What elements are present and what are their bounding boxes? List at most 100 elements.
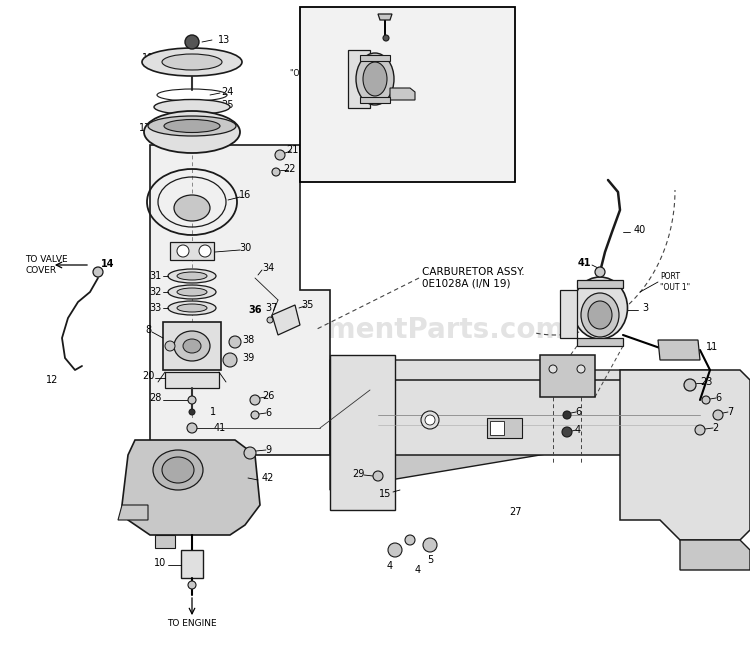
Circle shape xyxy=(177,245,189,257)
Polygon shape xyxy=(360,97,390,103)
Circle shape xyxy=(595,267,605,277)
Text: 31: 31 xyxy=(148,271,161,281)
Text: 41: 41 xyxy=(408,33,422,43)
Circle shape xyxy=(272,168,280,176)
Text: 11: 11 xyxy=(425,85,437,95)
Circle shape xyxy=(423,538,437,552)
Circle shape xyxy=(275,150,285,160)
Text: 41: 41 xyxy=(578,258,591,268)
Text: 38: 38 xyxy=(242,335,254,345)
Circle shape xyxy=(577,365,585,373)
Bar xyxy=(181,550,203,578)
Polygon shape xyxy=(378,14,392,20)
Ellipse shape xyxy=(572,277,628,339)
Polygon shape xyxy=(390,88,415,100)
Text: 30: 30 xyxy=(238,243,251,253)
Ellipse shape xyxy=(164,119,220,132)
Polygon shape xyxy=(620,370,750,540)
Circle shape xyxy=(185,35,199,49)
Text: 14: 14 xyxy=(101,259,115,269)
Text: 15: 15 xyxy=(379,489,392,499)
Text: 9: 9 xyxy=(265,445,271,455)
Text: 6: 6 xyxy=(715,393,721,403)
Polygon shape xyxy=(330,355,395,510)
Polygon shape xyxy=(348,50,370,108)
Text: 24: 24 xyxy=(220,87,233,97)
Ellipse shape xyxy=(174,195,210,221)
Text: 3: 3 xyxy=(410,67,416,77)
Text: PORT
"OUT 1": PORT "OUT 1" xyxy=(660,272,690,292)
Polygon shape xyxy=(577,338,623,346)
Text: 28: 28 xyxy=(148,393,161,403)
Text: 33: 33 xyxy=(148,303,161,313)
Circle shape xyxy=(93,267,103,277)
Text: 18: 18 xyxy=(142,53,154,63)
Polygon shape xyxy=(155,535,175,548)
Text: 4: 4 xyxy=(575,425,581,435)
Ellipse shape xyxy=(162,54,222,70)
Text: 27: 27 xyxy=(509,507,521,517)
Ellipse shape xyxy=(162,457,194,483)
Text: 20: 20 xyxy=(142,371,154,381)
Text: 36: 36 xyxy=(248,305,262,315)
Polygon shape xyxy=(330,390,570,490)
Ellipse shape xyxy=(183,339,201,353)
Ellipse shape xyxy=(174,331,210,361)
Ellipse shape xyxy=(144,111,240,153)
Circle shape xyxy=(388,543,402,557)
Circle shape xyxy=(189,409,195,415)
Ellipse shape xyxy=(168,301,216,315)
Ellipse shape xyxy=(581,293,619,337)
Bar xyxy=(170,242,214,260)
Circle shape xyxy=(421,411,439,429)
Text: 37: 37 xyxy=(266,303,278,313)
Text: 4: 4 xyxy=(387,561,393,571)
Polygon shape xyxy=(118,505,148,520)
Ellipse shape xyxy=(168,269,216,283)
Ellipse shape xyxy=(177,272,207,280)
Text: 6: 6 xyxy=(575,407,581,417)
Text: 17: 17 xyxy=(139,123,152,133)
Polygon shape xyxy=(330,360,710,410)
Text: 12: 12 xyxy=(46,375,58,385)
Text: TO VALVE
COVER: TO VALVE COVER xyxy=(25,255,68,275)
Polygon shape xyxy=(122,440,260,535)
Circle shape xyxy=(229,336,241,348)
Text: 10: 10 xyxy=(154,558,166,568)
Circle shape xyxy=(188,396,196,404)
Text: 25: 25 xyxy=(220,100,233,110)
Ellipse shape xyxy=(177,288,207,296)
Text: 34: 34 xyxy=(262,263,274,273)
Ellipse shape xyxy=(356,53,394,105)
Circle shape xyxy=(702,396,710,404)
Text: 1: 1 xyxy=(552,358,558,368)
Text: 5: 5 xyxy=(427,555,433,565)
Ellipse shape xyxy=(153,450,203,490)
Ellipse shape xyxy=(588,301,612,329)
Circle shape xyxy=(267,317,273,323)
Text: L.P. VAPOR
CONVERSION: L.P. VAPOR CONVERSION xyxy=(368,134,446,162)
Circle shape xyxy=(405,535,415,545)
Ellipse shape xyxy=(177,304,207,312)
Circle shape xyxy=(695,425,705,435)
Circle shape xyxy=(244,447,256,459)
Text: 41: 41 xyxy=(214,423,226,433)
Text: eReplacementParts.com: eReplacementParts.com xyxy=(184,316,566,344)
Text: 8: 8 xyxy=(145,325,151,335)
Bar xyxy=(165,372,219,388)
Circle shape xyxy=(373,471,383,481)
Text: 40: 40 xyxy=(634,225,646,235)
Text: 32: 32 xyxy=(148,287,161,297)
Text: 4: 4 xyxy=(415,565,421,575)
Bar xyxy=(300,7,515,182)
Circle shape xyxy=(251,411,259,419)
Circle shape xyxy=(549,365,557,373)
Ellipse shape xyxy=(168,285,216,299)
Circle shape xyxy=(713,410,723,420)
Text: 2: 2 xyxy=(712,423,718,433)
Text: 42: 42 xyxy=(262,473,274,483)
Text: PORT
"OUT 2": PORT "OUT 2" xyxy=(290,58,320,78)
Circle shape xyxy=(562,427,572,437)
Bar xyxy=(490,421,504,435)
Text: 40: 40 xyxy=(410,17,422,27)
